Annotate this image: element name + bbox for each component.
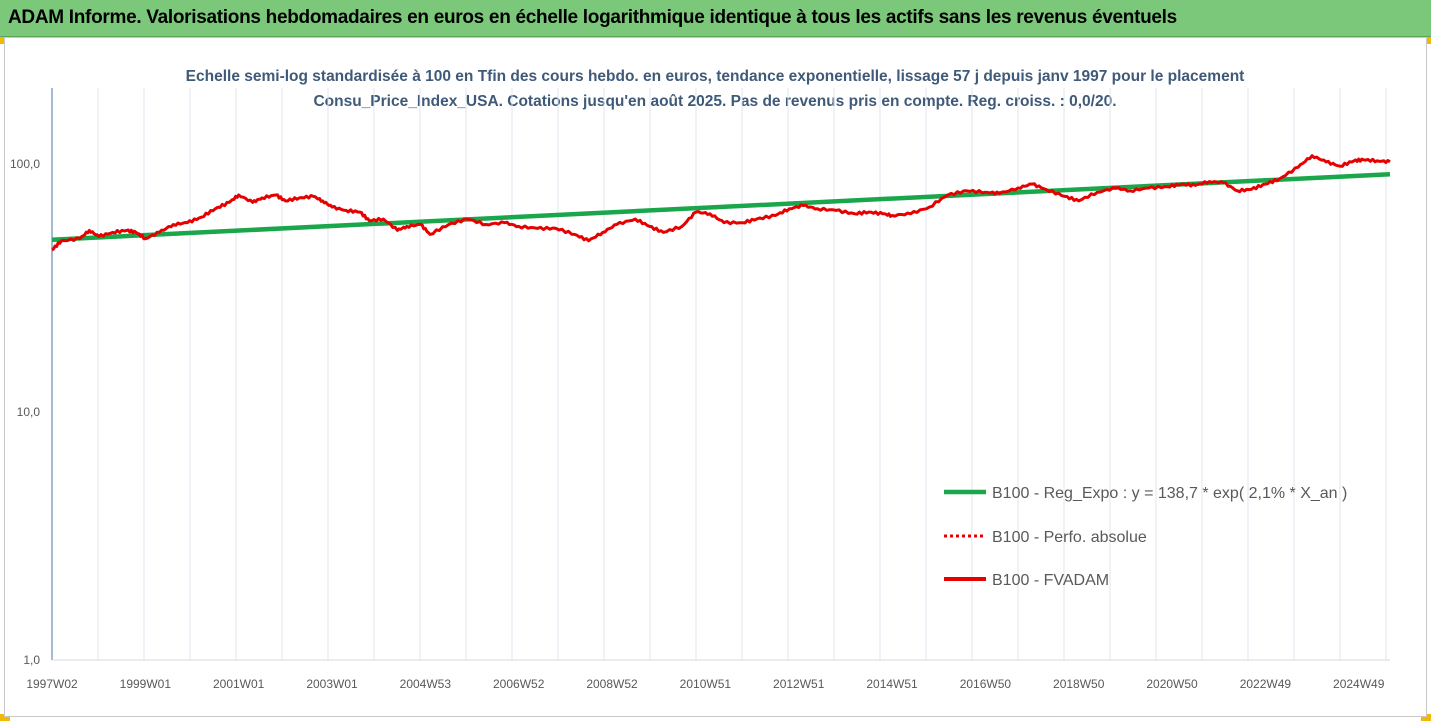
legend-label: B100 - Reg_Expo : y = 138,7 * exp( 2,1% … bbox=[992, 485, 1347, 502]
x-tick-label: 2012W51 bbox=[773, 677, 825, 691]
x-tick-label: 1997W02 bbox=[26, 677, 78, 691]
y-tick-label: 10,0 bbox=[17, 405, 41, 419]
corner-accent-bottom-left bbox=[0, 714, 10, 721]
y-tick-label: 100,0 bbox=[10, 157, 40, 171]
x-tick-label: 2024W49 bbox=[1333, 677, 1385, 691]
legend-item-regression: B100 - Reg_Expo : y = 138,7 * exp( 2,1% … bbox=[944, 485, 1347, 502]
x-tick-label: 2010W51 bbox=[680, 677, 732, 691]
x-tick-label: 2020W50 bbox=[1146, 677, 1198, 691]
gridlines bbox=[97, 88, 1387, 660]
legend-item-perfo: B100 - Perfo. absolue bbox=[944, 529, 1147, 546]
chart-title: Echelle semi-log standardisée à 100 en T… bbox=[185, 68, 1245, 110]
x-tick-label: 2022W49 bbox=[1240, 677, 1292, 691]
corner-accent-bottom-right bbox=[1421, 714, 1431, 721]
series bbox=[51, 154, 1391, 252]
x-tick-label: 2006W52 bbox=[493, 677, 545, 691]
legend-label: B100 - FVADAM bbox=[992, 572, 1109, 589]
series-line-fvadam bbox=[51, 154, 1391, 252]
x-tick-label: 2016W50 bbox=[960, 677, 1012, 691]
legend-item-fvadam: B100 - FVADAM bbox=[944, 572, 1109, 589]
x-tick-label: 2004W53 bbox=[400, 677, 452, 691]
x-tick-label: 2014W51 bbox=[866, 677, 918, 691]
legend: B100 - Reg_Expo : y = 138,7 * exp( 2,1% … bbox=[944, 485, 1347, 589]
x-tick-label: 2003W01 bbox=[306, 677, 358, 691]
report-banner: ADAM Informe. Valorisations hebdomadaire… bbox=[0, 0, 1431, 37]
x-tick-label: 2008W52 bbox=[586, 677, 638, 691]
legend-label: B100 - Perfo. absolue bbox=[992, 529, 1147, 546]
chart-frame bbox=[4, 37, 1427, 717]
series-line-regression bbox=[51, 171, 1391, 242]
axes: 1,0 10,0 100,0 1997W02 1999W01 2001W01 2003W01… bbox=[10, 88, 1390, 691]
report-title: ADAM Informe. Valorisations hebdomadaire… bbox=[8, 7, 1177, 28]
x-tick-label: 2001W01 bbox=[213, 677, 265, 691]
x-tick-label: 1999W01 bbox=[120, 677, 172, 691]
x-tick-label: 2018W50 bbox=[1053, 677, 1105, 691]
y-tick-label: 1,0 bbox=[23, 653, 40, 667]
